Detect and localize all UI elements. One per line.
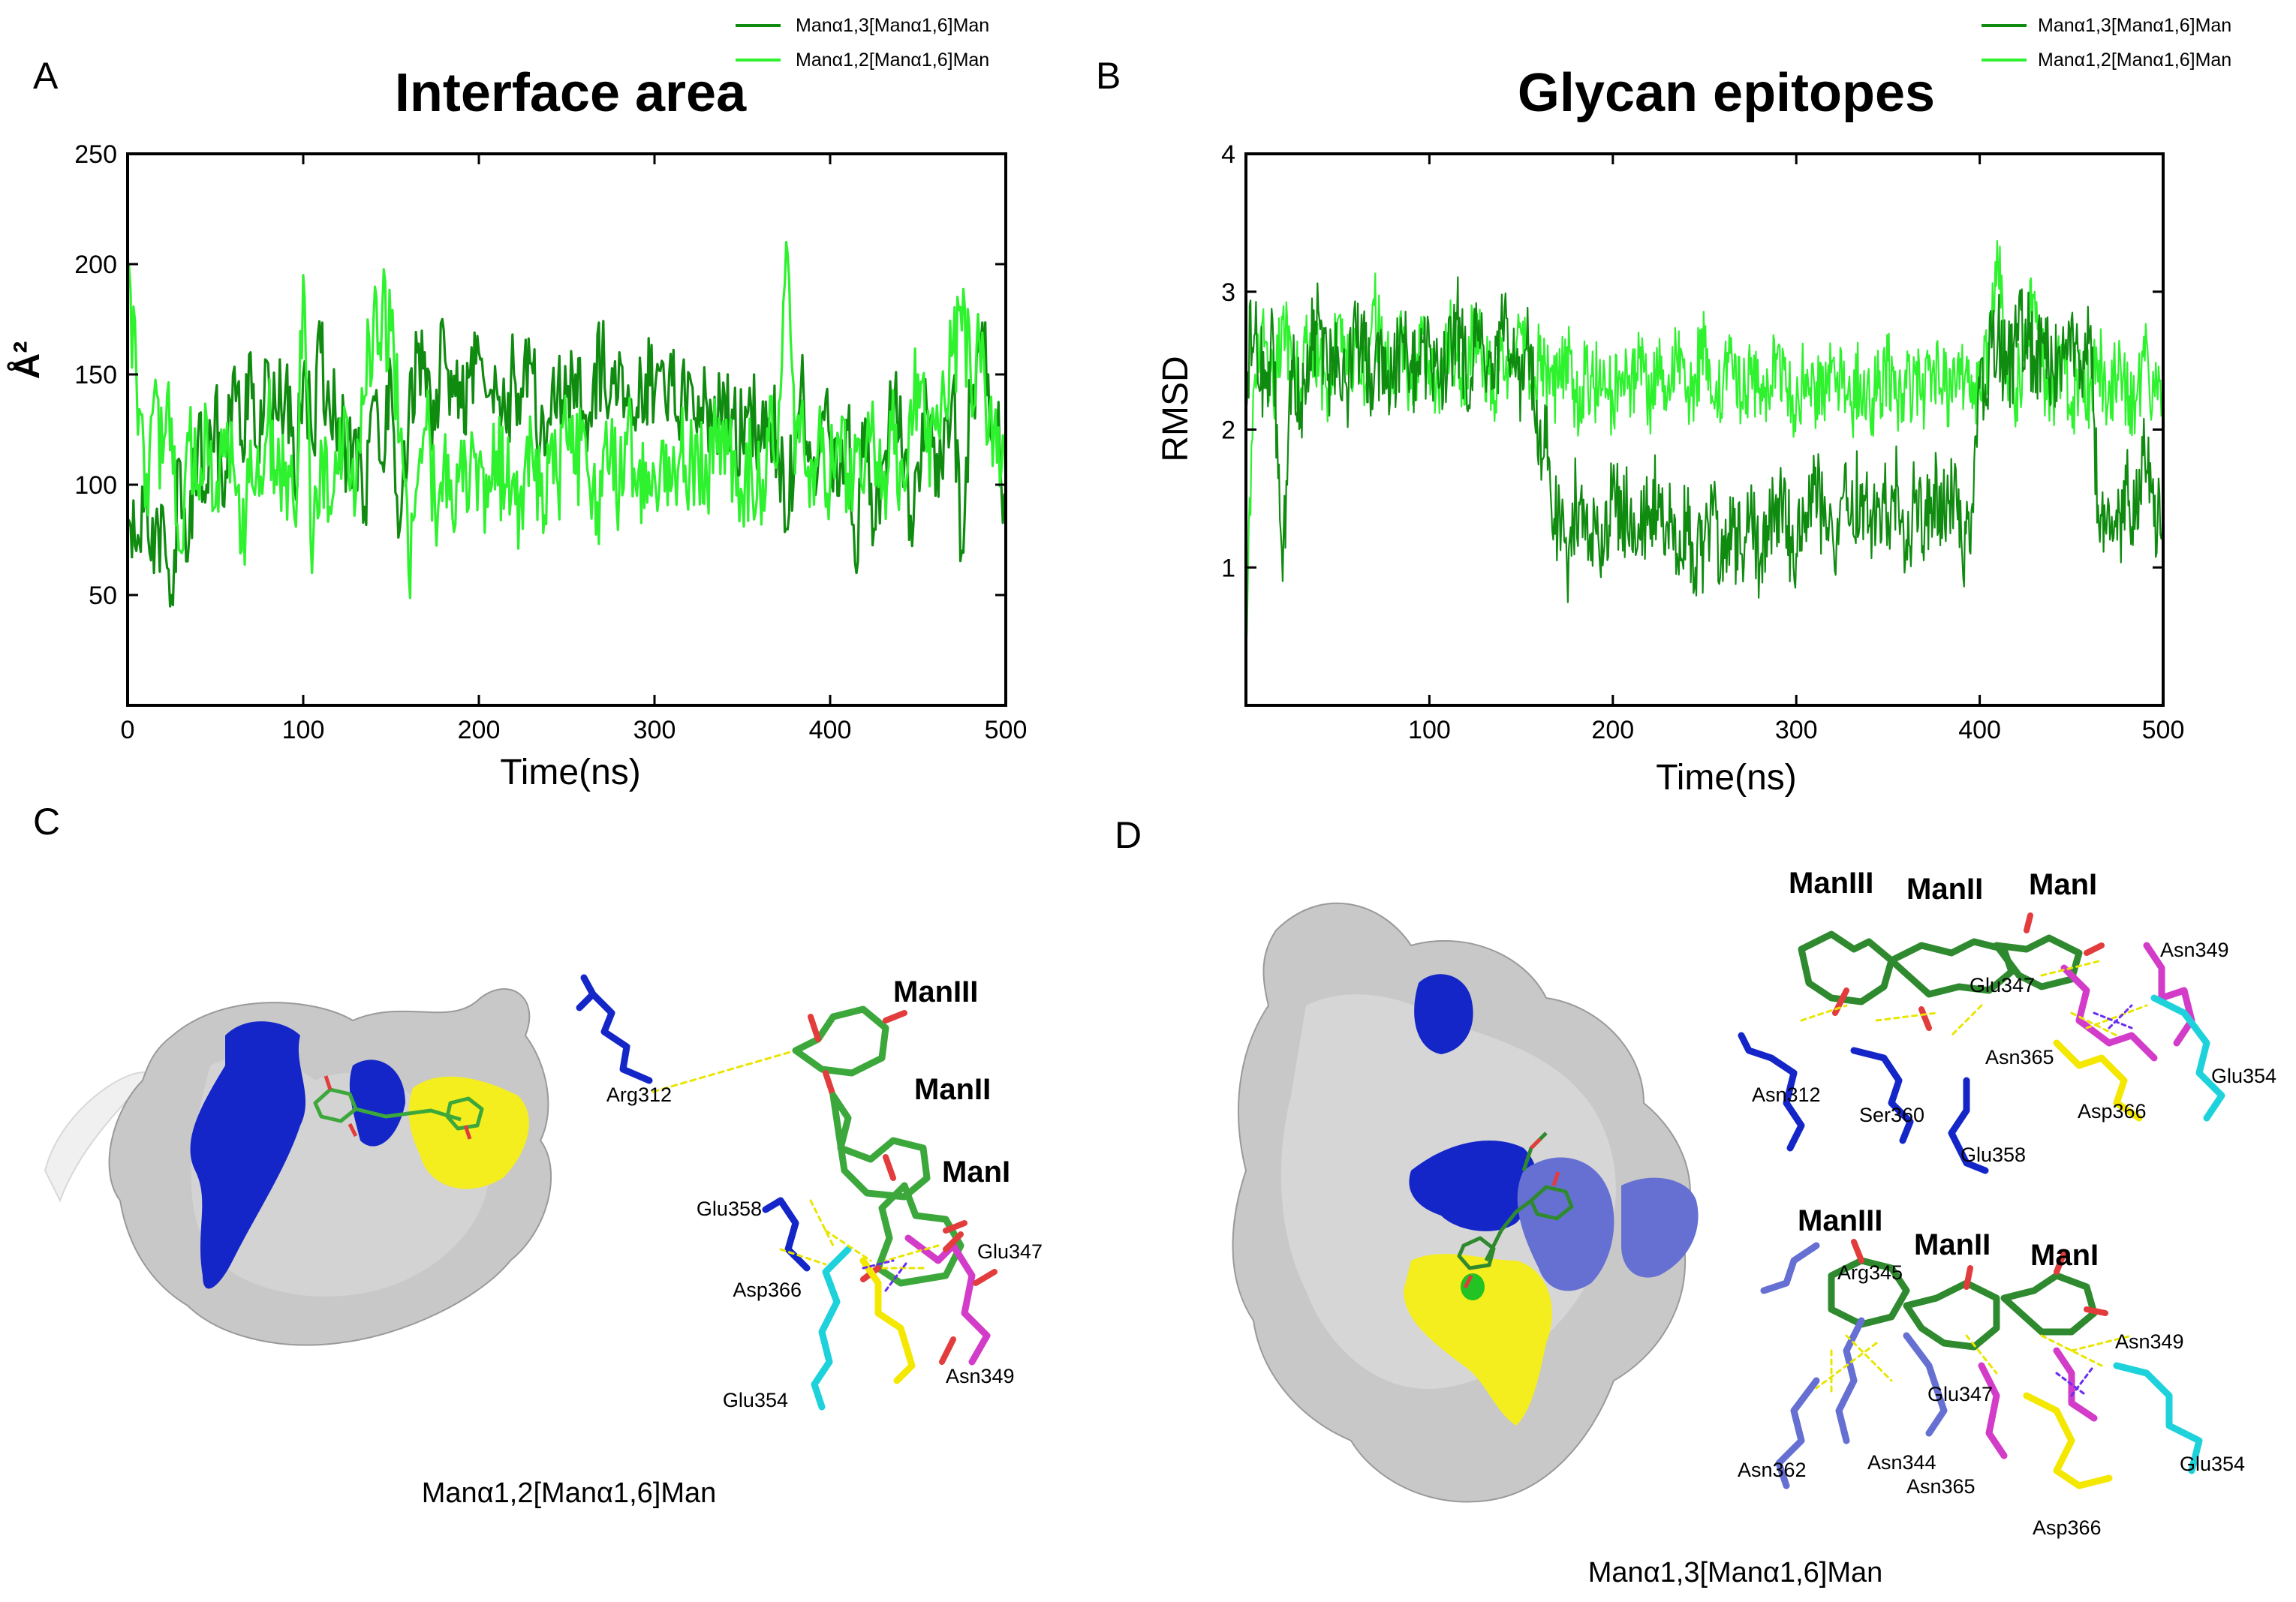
panel-d-caption: Manα1,3[Manα1,6]Man xyxy=(1588,1557,1882,1588)
chart-a-y-tick-label: 250 xyxy=(74,140,117,169)
panel-c: C xyxy=(33,801,1043,1509)
chart-b-x-tick-label: 500 xyxy=(2142,716,2185,744)
chart-b-ylabel: RMSD xyxy=(1156,356,1196,461)
chart-b-x-tick-label: 100 xyxy=(1408,716,1451,744)
blue-surface-patch-c xyxy=(190,1021,306,1289)
residue-label-d-top-4: Glu347 xyxy=(1970,974,2035,996)
chart-b-series-2-line xyxy=(1244,239,2165,637)
sugar-label-d-bottom-2: ManII xyxy=(1914,1228,1991,1261)
residue-label-c-6: Asn349 xyxy=(946,1365,1015,1387)
sugar-label-c-1: ManIII xyxy=(893,975,978,1008)
residue-label-d-bottom-8: Glu354 xyxy=(2180,1453,2245,1475)
residue-label-d-top-8: Glu354 xyxy=(2211,1065,2276,1087)
residue-label-c-4: Glu354 xyxy=(723,1389,788,1411)
chart-a-traces xyxy=(126,241,1007,608)
chart-b-y-tick-label: 1 xyxy=(1221,554,1235,582)
chart-a-ylabel: Å² xyxy=(7,341,47,380)
protein-surface-c xyxy=(44,988,552,1346)
stick-model-d-top xyxy=(1738,912,2225,1174)
chart-b-x-tick-label: 400 xyxy=(1958,716,2001,744)
chart-a-xlabel: Time(ns) xyxy=(500,753,641,792)
sugar-label-c-3: ManI xyxy=(942,1156,1010,1189)
residue-label-c-1: Arg312 xyxy=(606,1084,672,1106)
chart-a-legend-label-2: Manα1,2[Manα1,6]Man xyxy=(796,50,989,71)
residue-label-d-bottom-3: Asn349 xyxy=(2115,1330,2184,1353)
blue-surface-patch-d-center xyxy=(1409,1141,1538,1231)
panel-d: D xyxy=(1115,814,2276,1588)
chart-b-legend-label-1: Manα1,3[Manα1,6]Man xyxy=(2038,15,2231,36)
chart-a-y-tick-label: 200 xyxy=(74,251,117,279)
residue-label-d-top-6: Asp366 xyxy=(2078,1100,2147,1123)
chart-a-series-2-line xyxy=(126,241,1007,600)
panel-d-letter: D xyxy=(1115,814,1142,856)
chart-b-x-tick-label: 300 xyxy=(1775,716,1818,744)
chart-a-x-tick-label: 500 xyxy=(985,716,1028,744)
residue-label-d-top-3: Glu358 xyxy=(1960,1144,2026,1166)
panel-b-letter: B xyxy=(1096,55,1121,97)
residue-label-d-bottom-1: Arg345 xyxy=(1837,1261,1903,1284)
chart-b-traces xyxy=(1244,239,2165,637)
blue-surface-patch-d-top xyxy=(1414,974,1473,1054)
residue-label-d-bottom-4: Asn362 xyxy=(1738,1459,1807,1481)
chart-a-axes: 0 100 200 300 400 500 50 100 150 200 250 xyxy=(74,140,1027,744)
residue-label-d-bottom-6: Asn365 xyxy=(1906,1475,1976,1498)
chart-b-frame xyxy=(1244,152,2165,707)
residue-label-d-bottom-7: Asp366 xyxy=(2033,1516,2102,1539)
chart-b-x-tick-label: 200 xyxy=(1591,716,1634,744)
chart-a-y-tick-label: 150 xyxy=(74,361,117,389)
residue-label-d-top-2: Ser360 xyxy=(1859,1104,1924,1126)
chart-b-legend-label-2: Manα1,2[Manα1,6]Man xyxy=(2038,50,2231,71)
chart-b-y-tick-label: 3 xyxy=(1221,278,1235,307)
bound-ligand-c xyxy=(313,1075,484,1140)
chart-a-frame xyxy=(126,152,1007,707)
residue-label-c-3: Asp366 xyxy=(733,1279,802,1301)
sugar-label-d-bottom-1: ManIII xyxy=(1798,1204,1882,1237)
panel-a: A Interface area Manα1,3[Manα1,6]Man Man… xyxy=(7,15,1027,792)
panel-b: B Glycan epitopes Manα1,3[Manα1,6]Man Ma… xyxy=(1096,15,2231,798)
chart-a-x-tick-label: 100 xyxy=(282,716,325,744)
sugar-label-d-top-3: ManI xyxy=(2029,868,2097,901)
sugar-label-d-top-2: ManII xyxy=(1906,873,1983,906)
chart-a-title: Interface area xyxy=(395,63,747,123)
chart-a-x-tick-label: 0 xyxy=(121,716,135,744)
residue-label-c-5: Glu347 xyxy=(977,1240,1043,1263)
protein-surface-d xyxy=(1232,902,1699,1503)
chart-a-x-tick-label: 400 xyxy=(809,716,852,744)
chart-b-y-tick-label: 4 xyxy=(1221,140,1235,169)
chart-b-y-tick-label: 2 xyxy=(1221,416,1235,445)
panel-c-caption: Manα1,2[Manα1,6]Man xyxy=(422,1477,716,1509)
chart-a-legend: Manα1,3[Manα1,6]Man Manα1,2[Manα1,6]Man xyxy=(736,15,989,71)
chart-a-legend-label-1: Manα1,3[Manα1,6]Man xyxy=(796,15,989,36)
sugar-label-d-top-1: ManIII xyxy=(1789,867,1873,900)
panel-c-letter: C xyxy=(33,801,60,843)
panel-a-letter: A xyxy=(33,55,59,97)
bound-ligand-d xyxy=(1457,1132,1574,1289)
residue-label-c-2: Glu358 xyxy=(697,1198,762,1220)
chart-a-y-tick-label: 100 xyxy=(74,471,117,500)
chart-a-x-tick-label: 300 xyxy=(633,716,676,744)
chart-b-xlabel: Time(ns) xyxy=(1656,758,1797,798)
chart-b-series-1-line xyxy=(1244,276,2165,603)
residue-label-d-top-1: Asn312 xyxy=(1752,1084,1821,1106)
sugar-label-c-2: ManII xyxy=(914,1073,991,1106)
yellow-surface-patch-d xyxy=(1404,1254,1552,1426)
residue-label-d-bottom-5: Asn344 xyxy=(1867,1451,1936,1474)
stick-model-d-bottom xyxy=(1760,1239,2203,1489)
residue-label-d-top-7: Asn349 xyxy=(2160,939,2229,961)
residue-label-d-top-5: Asn365 xyxy=(1985,1046,2054,1069)
chart-b-axes: 100 200 300 400 500 1 2 3 4 xyxy=(1221,140,2184,744)
chart-a-y-tick-label: 50 xyxy=(89,582,117,610)
stick-model-c xyxy=(576,974,998,1411)
sugar-label-d-bottom-3: ManI xyxy=(2030,1239,2099,1272)
chart-a-series-1-line xyxy=(126,317,1007,608)
chart-a-x-tick-label: 200 xyxy=(458,716,501,744)
residue-label-d-bottom-2: Glu347 xyxy=(1927,1383,1993,1405)
chart-b-title: Glycan epitopes xyxy=(1518,63,1935,123)
chart-b-legend: Manα1,3[Manα1,6]Man Manα1,2[Manα1,6]Man xyxy=(1982,15,2231,71)
